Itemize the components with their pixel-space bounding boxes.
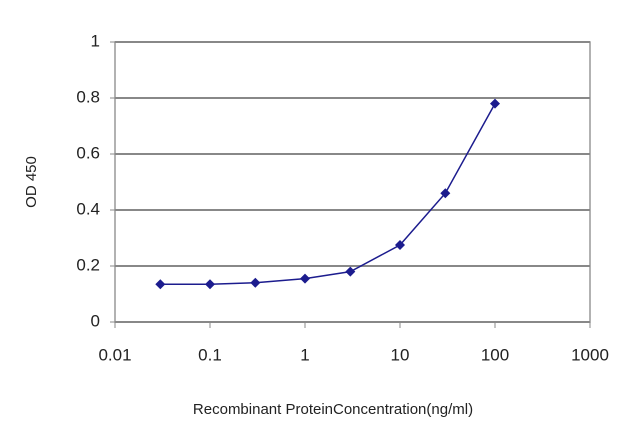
x-tick-label: 100 <box>481 345 509 364</box>
data-point <box>440 188 451 199</box>
plot-frame <box>114 41 591 323</box>
y-tick-label: 1 <box>91 31 100 50</box>
y-tick-label: 0 <box>91 311 100 330</box>
x-tick-label: 0.01 <box>98 345 131 364</box>
y-tick-label: 0.2 <box>76 255 100 274</box>
x-tick-label: 10 <box>391 345 410 364</box>
x-axis-title: Recombinant ProteinConcentration(ng/ml) <box>193 401 473 418</box>
y-tick-label: 0.8 <box>76 87 100 106</box>
data-point <box>205 279 215 290</box>
y-tick-label: 0.6 <box>76 143 100 162</box>
series-line <box>160 103 496 285</box>
data-point <box>300 273 310 284</box>
data-point <box>395 240 405 250</box>
x-tick-label: 1 <box>300 345 309 364</box>
data-point <box>155 279 166 290</box>
y-tick-label: 0.4 <box>76 199 100 218</box>
data-point <box>250 277 261 288</box>
data-point <box>490 98 500 109</box>
data-point <box>345 266 356 277</box>
x-tick-label: 0.1 <box>198 345 222 364</box>
y-axis-title: OD 450 <box>23 156 40 208</box>
x-tick-label: 1000 <box>571 345 609 364</box>
